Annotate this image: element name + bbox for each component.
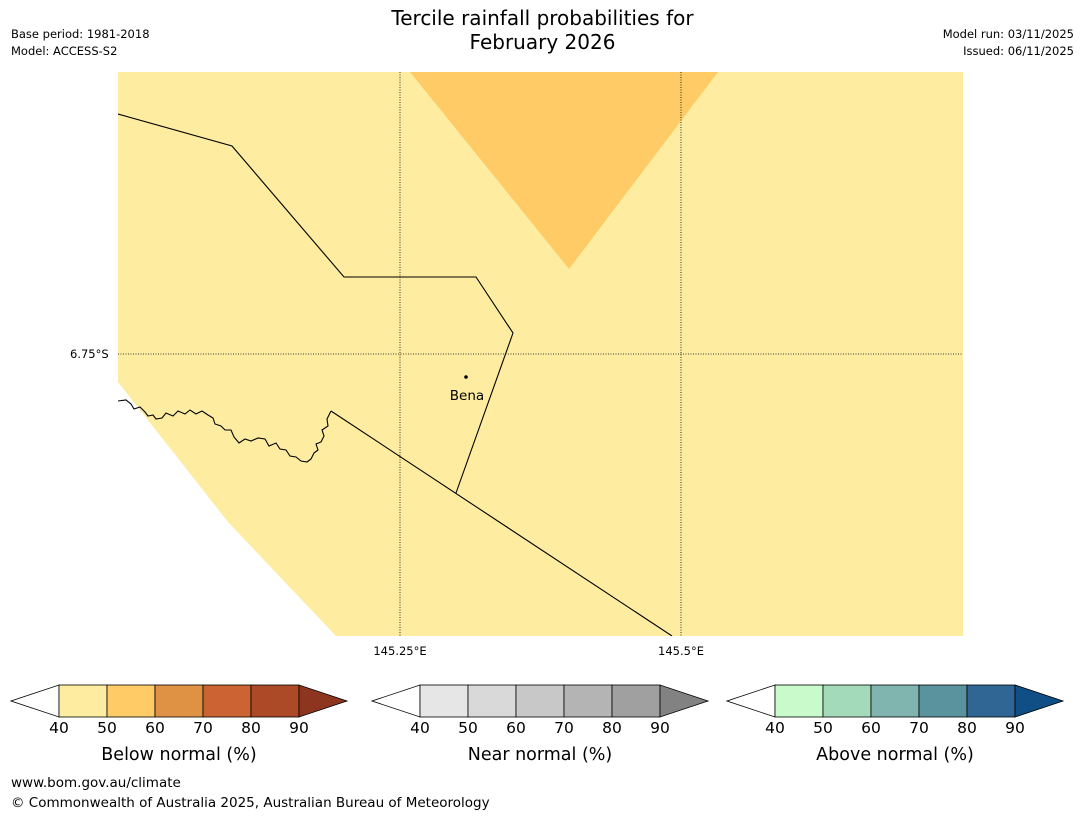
cb-near-swatch-3 — [515, 684, 565, 718]
cb-below-tick-60: 60 — [145, 719, 165, 737]
lon-label-1: 145.25°E — [373, 644, 427, 658]
cb-above-tick-50: 50 — [813, 719, 833, 737]
cb-near-swatch-5 — [611, 684, 661, 718]
cb-above-over-triangle — [1014, 684, 1065, 718]
colorbar-above-label: Above normal (%) — [816, 745, 974, 765]
cb-above-swatch-3 — [870, 684, 920, 718]
colorbar-near-swatches — [371, 684, 710, 718]
chart-title: Tercile rainfall probabilities for Febru… — [0, 6, 1085, 54]
cb-near-tick-90: 90 — [650, 719, 670, 737]
colorbar-below-ticks: 40 50 60 70 80 90 — [10, 719, 350, 741]
cb-above-tick-60: 60 — [861, 719, 881, 737]
cb-below-swatch-2 — [106, 684, 156, 718]
map-panel: Bena — [118, 72, 963, 636]
cb-below-tick-90: 90 — [289, 719, 309, 737]
cb-below-swatch-4 — [202, 684, 252, 718]
province-border-north — [118, 113, 514, 494]
issued-date: Issued: 06/11/2025 — [963, 44, 1074, 58]
cb-below-under-triangle — [10, 684, 60, 718]
cb-near-tick-60: 60 — [506, 719, 526, 737]
cb-near-tick-70: 70 — [554, 719, 574, 737]
colorbar-below-swatches — [10, 684, 349, 718]
cb-near-tick-50: 50 — [458, 719, 478, 737]
cb-below-swatch-5 — [250, 684, 300, 718]
colorbar-above-ticks: 40 50 60 70 80 90 — [726, 719, 1066, 741]
cb-below-tick-70: 70 — [193, 719, 213, 737]
lon-label-2: 145.5°E — [658, 644, 704, 658]
cb-below-over-triangle — [298, 684, 349, 718]
colorbar-above-swatches — [726, 684, 1065, 718]
title-line-1: Tercile rainfall probabilities for — [391, 6, 694, 30]
cb-near-swatch-1 — [419, 684, 469, 718]
cb-above-tick-70: 70 — [909, 719, 929, 737]
model-name: Model: ACCESS-S2 — [11, 44, 118, 58]
cb-near-tick-40: 40 — [410, 719, 430, 737]
lat-label: 6.75°S — [70, 347, 109, 361]
cb-below-tick-80: 80 — [241, 719, 261, 737]
town-label: Bena — [450, 388, 484, 404]
cb-above-tick-90: 90 — [1005, 719, 1025, 737]
cb-above-tick-80: 80 — [957, 719, 977, 737]
cb-above-swatch-5 — [966, 684, 1016, 718]
colorbar-below-label: Below normal (%) — [101, 745, 257, 765]
town-marker — [464, 375, 468, 379]
province-border-south — [330, 410, 673, 636]
cb-above-under-triangle — [726, 684, 776, 718]
cb-near-under-triangle — [371, 684, 421, 718]
meta-right: Model run: 03/11/2025 Issued: 06/11/2025 — [943, 26, 1074, 60]
title-line-2: February 2026 — [469, 30, 616, 54]
cb-near-swatch-4 — [563, 684, 613, 718]
cb-below-tick-50: 50 — [97, 719, 117, 737]
colorbar-near-ticks: 40 50 60 70 80 90 — [371, 719, 711, 741]
cb-near-over-triangle — [659, 684, 710, 718]
cb-near-tick-80: 80 — [602, 719, 622, 737]
model-run: Model run: 03/11/2025 — [942, 27, 1074, 41]
meta-left: Base period: 1981-2018 Model: ACCESS-S2 — [11, 26, 150, 60]
cb-above-swatch-2 — [822, 684, 872, 718]
cb-below-swatch-3 — [154, 684, 204, 718]
cb-near-swatch-2 — [467, 684, 517, 718]
footer-copyright: © Commonwealth of Australia 2025, Austra… — [11, 795, 490, 811]
cb-above-swatch-4 — [918, 684, 968, 718]
cb-below-swatch-1 — [58, 684, 108, 718]
footer-url: www.bom.gov.au/climate — [11, 775, 181, 791]
cb-below-tick-40: 40 — [49, 719, 69, 737]
base-period: Base period: 1981-2018 — [11, 27, 150, 41]
cb-above-tick-40: 40 — [765, 719, 785, 737]
below-normal-50-60-region — [410, 72, 718, 269]
colorbar-near-label: Near normal (%) — [467, 745, 613, 765]
cb-above-swatch-1 — [774, 684, 824, 718]
coastline — [118, 399, 332, 463]
